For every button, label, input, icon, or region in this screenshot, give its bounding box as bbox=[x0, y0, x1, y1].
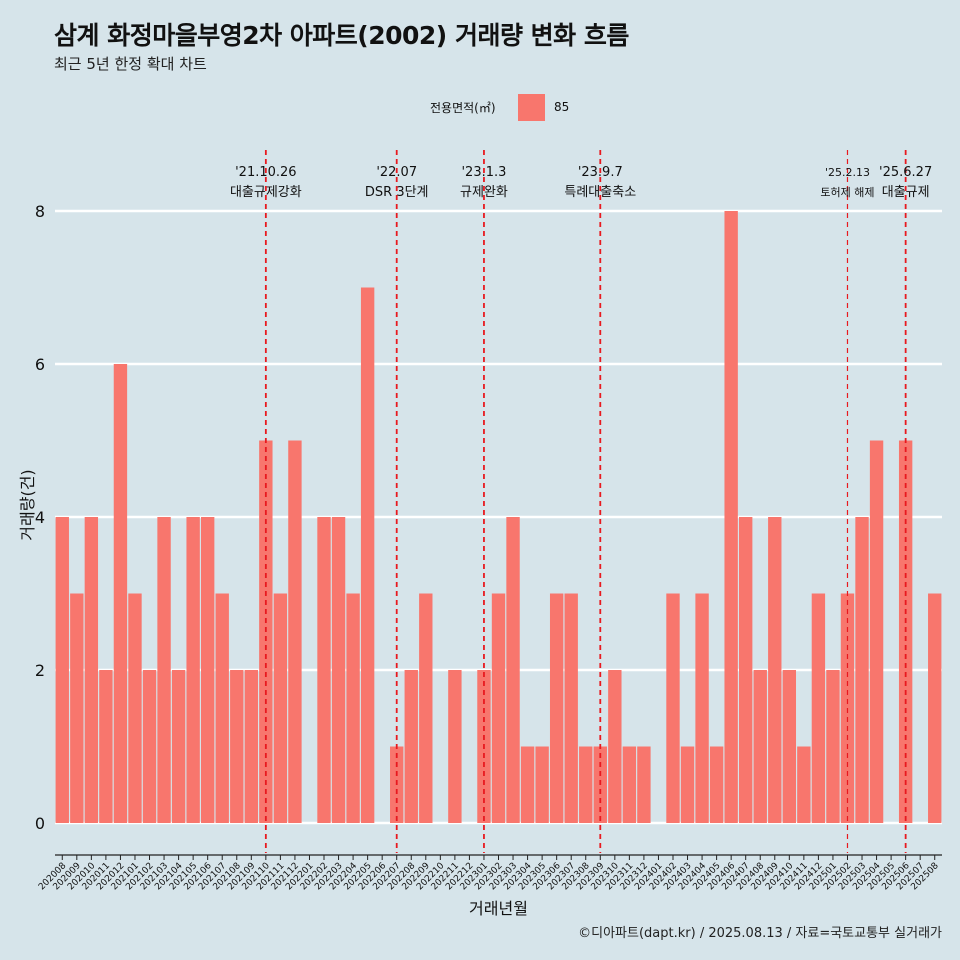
bar bbox=[680, 746, 695, 823]
bar bbox=[564, 593, 578, 823]
bar bbox=[826, 670, 840, 823]
bar bbox=[695, 593, 709, 823]
bar bbox=[157, 517, 171, 823]
bar bbox=[404, 670, 418, 823]
bar bbox=[855, 517, 869, 823]
bar bbox=[55, 517, 69, 823]
legend-label-85: 85 bbox=[554, 100, 570, 114]
legend-key-85 bbox=[518, 94, 545, 121]
event-label: DSR 3단계 bbox=[365, 185, 429, 200]
bar bbox=[99, 670, 113, 823]
y-tick-label: 8 bbox=[35, 202, 45, 221]
y-tick-label: 4 bbox=[35, 508, 45, 527]
event-date-label: '22.07 bbox=[376, 165, 417, 180]
legend-title: 전용면적(㎡) bbox=[430, 101, 496, 115]
bar bbox=[724, 211, 738, 823]
bar bbox=[535, 746, 549, 823]
bar bbox=[244, 670, 258, 823]
y-tick-label: 6 bbox=[35, 355, 45, 374]
y-tick-label: 2 bbox=[35, 661, 45, 680]
bar bbox=[637, 746, 651, 823]
event-label: 규제완화 bbox=[460, 185, 508, 200]
bar bbox=[84, 517, 99, 823]
bar bbox=[128, 593, 142, 823]
bar bbox=[142, 670, 157, 823]
bar bbox=[869, 440, 884, 823]
event-date-label: '23.1.3 bbox=[461, 165, 506, 180]
bar bbox=[346, 593, 360, 823]
bar bbox=[506, 517, 520, 823]
bar bbox=[419, 593, 433, 823]
bar bbox=[579, 746, 593, 823]
bar bbox=[928, 593, 942, 823]
bar bbox=[753, 670, 767, 823]
bar bbox=[768, 517, 782, 823]
bar bbox=[186, 517, 200, 823]
bar bbox=[113, 364, 128, 823]
bar bbox=[782, 670, 797, 823]
bar bbox=[230, 670, 244, 823]
bar bbox=[448, 670, 462, 823]
bar bbox=[288, 440, 302, 823]
event-date-label: '25.2.13 bbox=[825, 166, 870, 179]
bar bbox=[70, 593, 84, 823]
y-tick-label: 0 bbox=[35, 814, 45, 833]
bar bbox=[739, 517, 753, 823]
event-label: 특례대출축소 bbox=[564, 185, 636, 200]
chart-subtitle: 최근 5년 한정 확대 차트 bbox=[54, 55, 207, 73]
bar bbox=[520, 746, 535, 823]
y-axis-title: 거래량(건) bbox=[18, 469, 37, 540]
event-date-label: '21.10.26 bbox=[235, 165, 296, 180]
bar bbox=[331, 517, 346, 823]
source-caption: ©디아파트(dapt.kr) / 2025.08.13 / 자료=국토교통부 실… bbox=[578, 926, 942, 941]
bar bbox=[171, 670, 186, 823]
bar bbox=[811, 593, 826, 823]
event-date-label: '23.9.7 bbox=[578, 165, 623, 180]
bar bbox=[797, 746, 811, 823]
event-date-label: '25.6.27 bbox=[879, 165, 932, 180]
chart-title: 삼계 화정마을부영2차 아파트(2002) 거래량 변화 흐름 bbox=[54, 21, 629, 50]
event-label: 대출규제강화 bbox=[230, 185, 302, 200]
bar bbox=[273, 593, 288, 823]
bar bbox=[215, 593, 229, 823]
bar bbox=[200, 517, 215, 823]
bar bbox=[666, 593, 680, 823]
bar bbox=[491, 593, 506, 823]
bar bbox=[549, 593, 564, 823]
bar bbox=[608, 670, 622, 823]
x-axis-title: 거래년월 bbox=[469, 899, 528, 918]
legend: 전용면적(㎡) 85 bbox=[0, 93, 960, 121]
bar bbox=[622, 746, 637, 823]
event-label: 토허제 해제 bbox=[820, 185, 874, 199]
bar bbox=[360, 287, 375, 823]
bar bbox=[709, 746, 724, 823]
bar bbox=[317, 517, 331, 823]
event-label: 대출규제 bbox=[882, 185, 930, 200]
